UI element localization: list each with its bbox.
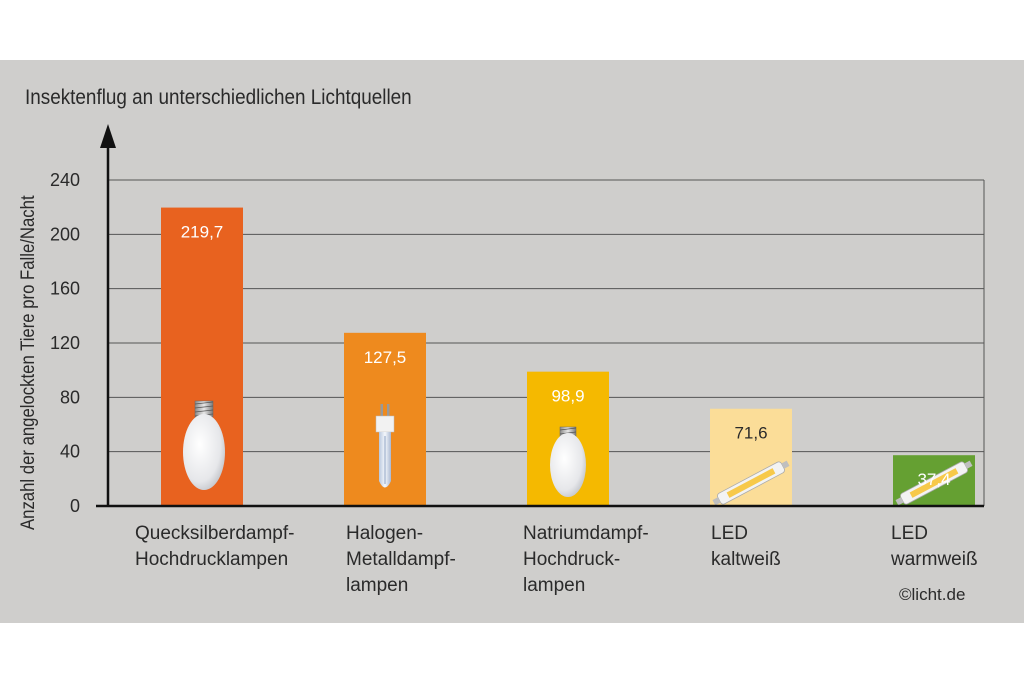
value-label: 98,9 xyxy=(551,387,584,406)
y-tick-label: 0 xyxy=(70,496,80,516)
y-tick-label: 40 xyxy=(60,442,80,462)
chart-title: Insektenflug an unterschiedlichen Lichtq… xyxy=(25,86,412,109)
category-label-mercury: Quecksilberdampf- Hochdrucklampen xyxy=(135,523,295,570)
category-label-led-warm: LED warmweiß xyxy=(891,523,978,570)
y-tick-label: 240 xyxy=(50,170,80,190)
y-tick-label: 160 xyxy=(50,279,80,299)
sodium-lamp-icon xyxy=(550,426,586,497)
mercury-lamp-icon xyxy=(183,400,225,490)
lamp-icons xyxy=(183,400,973,506)
y-tick-label: 80 xyxy=(60,387,80,407)
y-tick-label: 200 xyxy=(50,224,80,244)
value-label: 219,7 xyxy=(181,223,224,242)
y-axis-arrow xyxy=(100,124,116,148)
halogen-metal-lamp-icon xyxy=(375,404,395,488)
y-tick-label: 120 xyxy=(50,333,80,353)
y-tick-labels: 0 40 80 120 160 200 240 xyxy=(50,170,80,516)
led-strip-icon xyxy=(712,460,790,506)
value-label: 127,5 xyxy=(364,348,407,367)
value-label: 37,4 xyxy=(917,470,950,489)
value-labels: 219,7 127,5 98,9 71,6 37,4 xyxy=(181,223,951,490)
axes xyxy=(96,124,984,508)
category-label-sodium: Natriumdampf- Hochdruck- lampen xyxy=(523,523,649,596)
led-strip-icon xyxy=(895,460,973,506)
value-label: 71,6 xyxy=(734,424,767,443)
copyright-notice: ©licht.de xyxy=(899,585,966,604)
category-label-halogen: Halogen- Metalldampf- lampen xyxy=(346,523,456,596)
copyright-icon: © xyxy=(899,585,912,604)
category-label-led-cold: LED kaltweiß xyxy=(711,523,781,570)
